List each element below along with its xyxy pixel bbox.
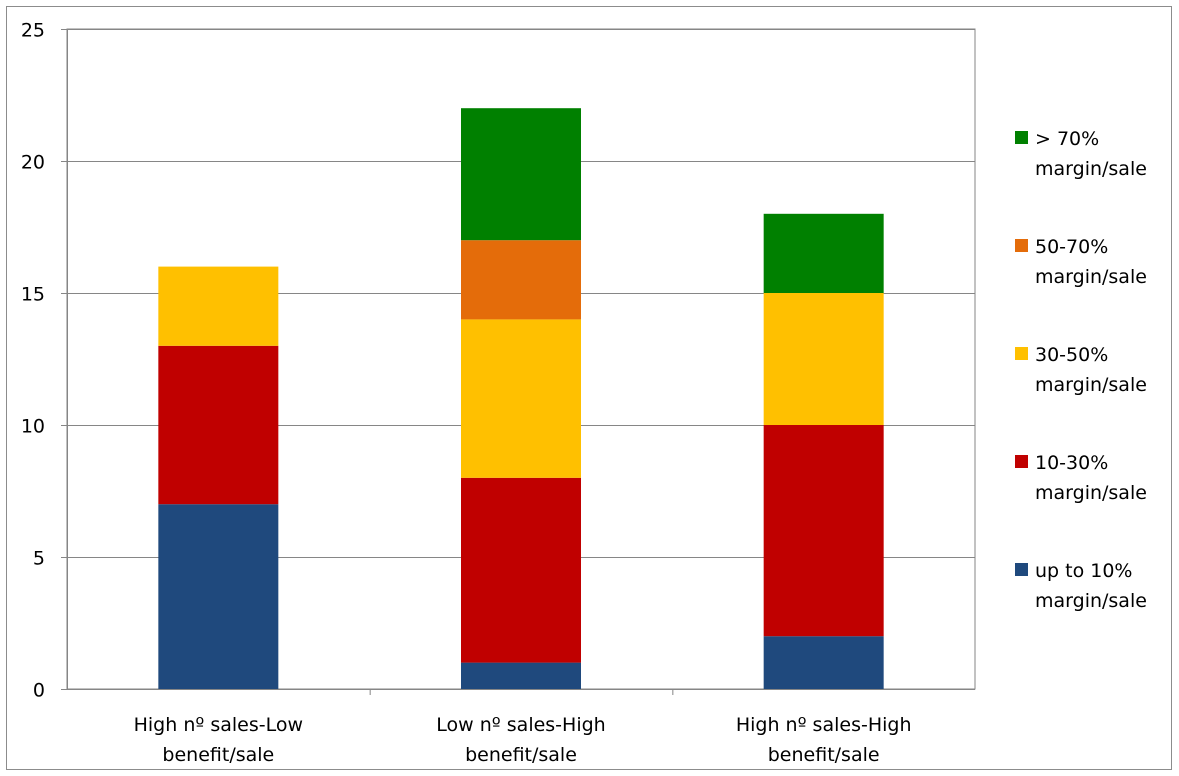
bar-segment [763, 213, 884, 293]
y-tick-label: 10 [21, 416, 45, 438]
bar-segment [461, 319, 581, 478]
bar-segment [158, 504, 279, 689]
y-tick-labels: 0 5 10 15 20 25 [21, 20, 45, 702]
bar-segment [158, 345, 279, 505]
chart-frame [6, 6, 1172, 770]
x-tick-label: High nº sales-Low benefit/sale [134, 714, 303, 766]
legend-label-line: > 70% [1035, 128, 1099, 150]
legend-swatch [1015, 455, 1028, 468]
x-tick-label-line: benefit/sale [162, 744, 274, 766]
legend-label-line: margin/sale [1035, 590, 1147, 612]
legend-label-line: margin/sale [1035, 482, 1147, 504]
x-tick-label: High nº sales-High benefit/sale [736, 714, 912, 766]
y-tick-label: 25 [21, 20, 45, 42]
legend-label-line: 10-30% [1035, 452, 1108, 474]
legend-label-line: margin/sale [1035, 158, 1147, 180]
x-tick-label-line: benefit/sale [768, 744, 880, 766]
legend-label: up to 10% margin/sale [1035, 560, 1147, 612]
legend-label-line: margin/sale [1035, 266, 1147, 288]
y-tick-label: 20 [21, 152, 45, 174]
bar-segment [461, 662, 581, 689]
bar-segment [763, 293, 884, 425]
bar-segment [461, 240, 581, 320]
legend-label-line: up to 10% [1035, 560, 1133, 582]
bar-segment [158, 266, 279, 346]
bar-segment [763, 425, 884, 637]
bar-segment [461, 108, 581, 241]
bar-segment [461, 477, 581, 663]
legend-swatch [1015, 563, 1028, 576]
legend-swatch [1015, 131, 1028, 144]
bars [158, 108, 884, 689]
x-tick-label-line: High nº sales-Low [134, 714, 303, 736]
y-tick-label: 5 [33, 548, 45, 570]
legend-label: > 70% margin/sale [1035, 128, 1147, 180]
x-tick-label-line: Low nº sales-High [436, 714, 605, 736]
y-tick-label: 0 [33, 680, 45, 702]
legend-label-line: 50-70% [1035, 236, 1108, 258]
x-tick-label-line: benefit/sale [465, 744, 577, 766]
x-tick-label: Low nº sales-High benefit/sale [436, 714, 605, 766]
legend-label-line: margin/sale [1035, 374, 1147, 396]
legend-label: 50-70% margin/sale [1035, 236, 1147, 288]
legend-label: 10-30% margin/sale [1035, 452, 1147, 504]
legend-swatch [1015, 239, 1028, 252]
legend: > 70% margin/sale 50-70% margin/sale 30-50% m… [1015, 128, 1147, 612]
y-tick-label: 15 [21, 284, 45, 306]
legend-label-line: 30-50% [1035, 344, 1108, 366]
axes [61, 29, 975, 695]
x-tick-label-line: High nº sales-High [736, 714, 912, 736]
legend-swatch [1015, 347, 1028, 360]
legend-label: 30-50% margin/sale [1035, 344, 1147, 396]
bar-segment [763, 636, 884, 689]
